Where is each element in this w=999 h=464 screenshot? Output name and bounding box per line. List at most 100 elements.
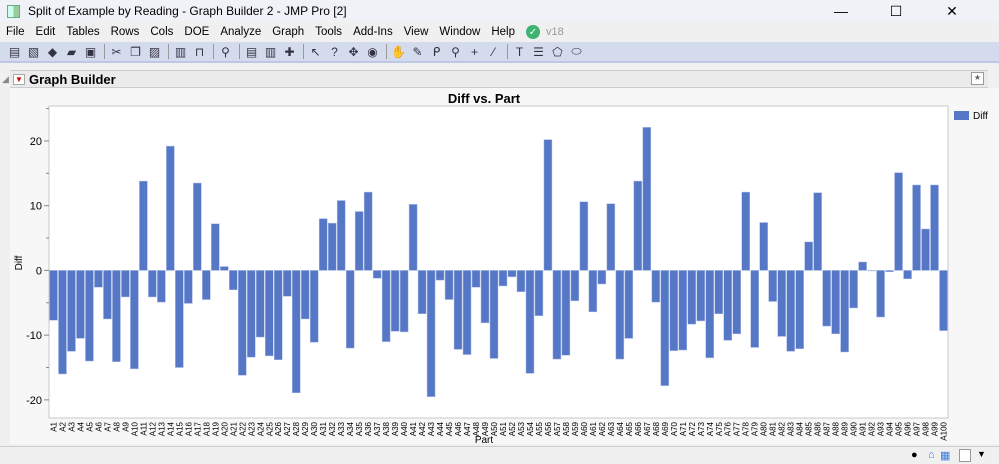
bar-A82[interactable] <box>777 270 786 337</box>
bar-A69[interactable] <box>660 270 670 386</box>
menu-analyze[interactable]: Analyze <box>220 26 262 38</box>
bar-A73[interactable] <box>696 270 706 322</box>
bar-A66[interactable] <box>633 180 643 271</box>
bar-A67[interactable] <box>642 127 652 271</box>
bar-A58[interactable] <box>561 270 571 356</box>
bar-A20[interactable] <box>220 266 229 271</box>
bar-A84[interactable] <box>795 270 804 349</box>
bar-A65[interactable] <box>624 270 634 339</box>
bar-A36[interactable] <box>363 191 373 271</box>
bar-A94[interactable] <box>885 270 894 272</box>
menu-file[interactable]: File <box>6 26 25 38</box>
bar-A6[interactable] <box>94 270 103 288</box>
menu-view[interactable]: View <box>403 26 429 38</box>
bar-A25[interactable] <box>265 270 274 357</box>
bar-A49[interactable] <box>480 270 490 324</box>
bar-A93[interactable] <box>876 270 885 318</box>
bar-A7[interactable] <box>103 270 112 320</box>
lasso-icon[interactable]: ᑭ <box>432 44 441 59</box>
bar-A11[interactable] <box>139 180 148 271</box>
minimize-button[interactable]: — <box>834 3 848 19</box>
bar-A9[interactable] <box>121 270 130 298</box>
bar-A40[interactable] <box>399 270 409 333</box>
close-button[interactable]: ✕ <box>946 2 958 19</box>
bar-A78[interactable] <box>741 191 750 271</box>
bar-A34[interactable] <box>345 270 355 349</box>
bar-A28[interactable] <box>291 270 301 394</box>
bar-A37[interactable] <box>372 270 382 279</box>
bar-A45[interactable] <box>444 270 454 300</box>
window-icon[interactable]: ▦ <box>940 450 951 462</box>
cut-icon[interactable]: ✂ <box>111 44 122 59</box>
bar-A98[interactable] <box>921 228 930 271</box>
menu-graph[interactable]: Graph <box>272 26 305 38</box>
bar-A43[interactable] <box>426 270 436 397</box>
bar-A16[interactable] <box>184 270 193 304</box>
bar-A42[interactable] <box>417 270 427 315</box>
bar-A1[interactable] <box>49 270 58 321</box>
menu-tables[interactable]: Tables <box>66 26 100 38</box>
bar-A41[interactable] <box>408 204 418 271</box>
bar-A92[interactable] <box>867 270 876 272</box>
polygon-icon[interactable]: ⬠ <box>552 44 563 59</box>
bar-A44[interactable] <box>435 270 445 281</box>
magnifier-icon[interactable]: ⚲ <box>451 44 460 59</box>
bar-A2[interactable] <box>58 270 67 375</box>
menu-window[interactable]: Window <box>439 26 481 38</box>
bar-A57[interactable] <box>552 270 562 360</box>
bar-A86[interactable] <box>813 192 822 271</box>
arrow-icon[interactable]: ↖ <box>310 44 321 59</box>
bar-A95[interactable] <box>894 172 903 271</box>
bar-A48[interactable] <box>471 270 481 288</box>
textbox-icon[interactable]: T <box>515 44 524 59</box>
save-icon[interactable]: ▣ <box>84 44 97 59</box>
crosshair-icon[interactable]: ✥ <box>348 44 359 59</box>
info-icon[interactable]: ● <box>911 449 918 461</box>
red-triangle-menu-icon[interactable]: ▼ <box>13 73 25 85</box>
bar-A79[interactable] <box>750 270 759 348</box>
bar-A72[interactable] <box>687 270 697 325</box>
add-icon[interactable]: ✚ <box>284 44 295 59</box>
bar-A47[interactable] <box>462 270 472 355</box>
bar-A4[interactable] <box>76 270 85 339</box>
bar-A59[interactable] <box>570 270 580 302</box>
bar-A33[interactable] <box>336 200 346 271</box>
bar-A30[interactable] <box>309 270 319 343</box>
bar-A54[interactable] <box>525 270 535 374</box>
bar-A31[interactable] <box>318 218 328 271</box>
menu-edit[interactable]: Edit <box>35 26 56 38</box>
bar-A35[interactable] <box>354 211 364 271</box>
bar-A5[interactable] <box>85 270 94 362</box>
bar-A99[interactable] <box>930 184 939 271</box>
bar-A53[interactable] <box>516 270 526 293</box>
menu-cols[interactable]: Cols <box>150 26 174 38</box>
menu-tools[interactable]: Tools <box>315 26 343 38</box>
bar-A83[interactable] <box>786 270 795 352</box>
bar-A62[interactable] <box>597 270 607 285</box>
bar-A17[interactable] <box>193 182 202 271</box>
menu-add-ins[interactable]: Add-Ins <box>353 26 393 38</box>
pencil-icon[interactable]: ⁄ <box>492 44 495 59</box>
bar-A8[interactable] <box>112 270 121 362</box>
bar-A55[interactable] <box>534 270 544 316</box>
bar-A26[interactable] <box>274 270 283 360</box>
bar-A29[interactable] <box>300 270 310 320</box>
bar-A23[interactable] <box>247 270 256 358</box>
bar-A27[interactable] <box>282 270 292 297</box>
lines-icon[interactable]: ☰ <box>533 44 544 59</box>
bar-A60[interactable] <box>579 201 589 271</box>
bar-A90[interactable] <box>849 270 858 309</box>
ellipse-icon[interactable]: ⬭ <box>571 44 582 58</box>
bar-A80[interactable] <box>759 222 768 271</box>
bar-A85[interactable] <box>804 241 813 271</box>
new-table-icon[interactable]: ▤ <box>8 44 21 59</box>
float-window-icon[interactable]: ★ <box>971 72 984 85</box>
bar-A52[interactable] <box>507 270 517 278</box>
script-icon[interactable]: ▥ <box>174 44 187 59</box>
bar-A100[interactable] <box>939 270 948 331</box>
hand-icon[interactable]: ✋ <box>391 44 406 59</box>
bar-A38[interactable] <box>381 270 391 342</box>
bar-A32[interactable] <box>327 222 337 271</box>
bar-A12[interactable] <box>148 270 157 298</box>
bar-A91[interactable] <box>858 261 867 271</box>
